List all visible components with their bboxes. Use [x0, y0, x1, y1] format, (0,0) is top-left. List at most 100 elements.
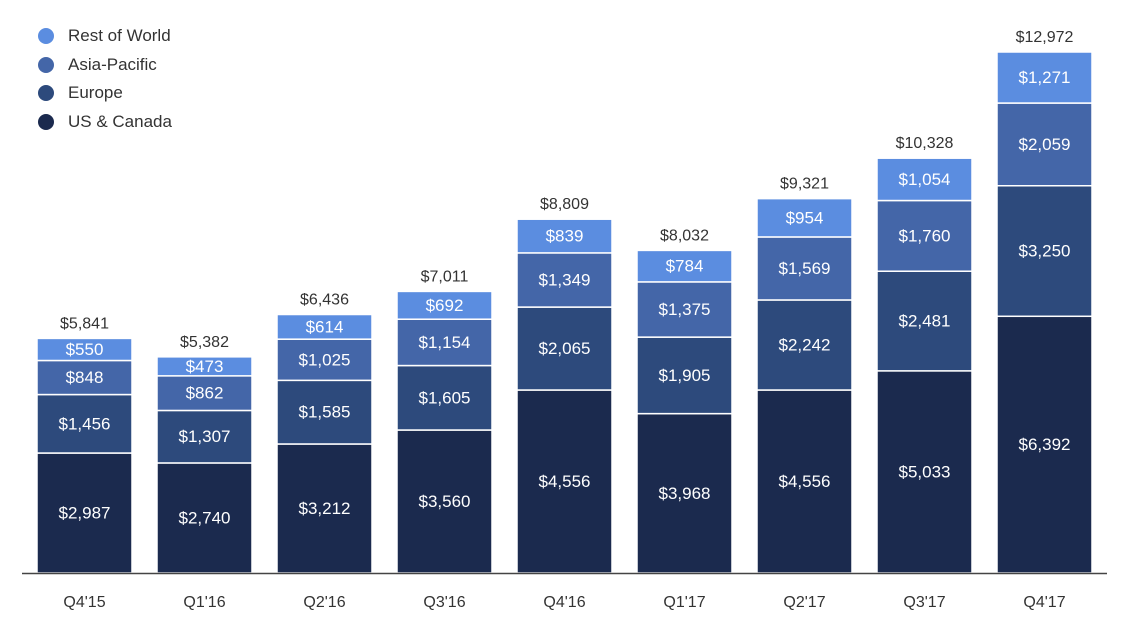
legend-label: Rest of World [68, 26, 171, 46]
data-label-us-canada: $4,556 [539, 472, 591, 491]
bar-segment-rest-of-world [276, 313, 373, 340]
x-tick-label: Q2'16 [303, 594, 345, 611]
bar-segment-asia-pacific [396, 318, 493, 367]
data-label-rest-of-world: $954 [786, 208, 824, 227]
data-label-asia-pacific: $1,760 [899, 226, 951, 245]
legend-label: US & Canada [68, 111, 172, 131]
data-label-asia-pacific: $862 [186, 384, 224, 403]
bar-segment-rest-of-world [396, 290, 493, 320]
bar-segment-asia-pacific [156, 375, 253, 412]
data-label-asia-pacific: $1,349 [539, 270, 591, 289]
total-label: $12,972 [1016, 29, 1074, 46]
data-label-rest-of-world: $784 [666, 257, 704, 276]
legend-swatch-europe [38, 85, 54, 102]
legend-item-rest-of-world: Rest of World [38, 22, 172, 51]
data-label-europe: $3,250 [1019, 242, 1071, 261]
bar-segment-rest-of-world [36, 337, 133, 362]
bar-segment-europe [396, 364, 493, 431]
bar-segment-asia-pacific [996, 102, 1093, 187]
chart-legend: Rest of World Asia-Pacific Europe US & C… [38, 22, 172, 136]
data-label-us-canada: $3,212 [299, 499, 351, 518]
bar-segment-rest-of-world [996, 51, 1093, 104]
data-label-rest-of-world: $614 [306, 317, 344, 336]
data-label-rest-of-world: $473 [186, 357, 224, 376]
x-tick-label: Q3'16 [423, 594, 465, 611]
total-label: $8,032 [660, 227, 709, 244]
legend-swatch-asia-pacific [38, 56, 54, 73]
bar-segment-rest-of-world [636, 249, 733, 283]
bar-segment-us-canada [876, 370, 973, 574]
bar-segment-asia-pacific [516, 252, 613, 308]
data-label-rest-of-world: $1,271 [1019, 68, 1071, 87]
data-label-rest-of-world: $692 [426, 296, 464, 315]
bar-segment-europe [756, 299, 853, 391]
bar-segment-europe [636, 336, 733, 415]
data-label-europe: $1,905 [659, 366, 711, 385]
legend-label: Europe [68, 83, 123, 103]
data-label-asia-pacific: $2,059 [1019, 135, 1071, 154]
bar-segment-rest-of-world [516, 218, 613, 254]
x-tick-label: Q4'15 [63, 594, 105, 611]
legend-item-europe: Europe [38, 79, 172, 108]
total-label: $5,382 [180, 334, 229, 351]
bar-segment-asia-pacific [36, 359, 133, 396]
data-label-us-canada: $5,033 [899, 462, 951, 481]
legend-swatch-us-canada [38, 113, 54, 130]
data-label-us-canada: $2,740 [179, 508, 231, 527]
bar-segment-europe [516, 306, 613, 391]
bar-segment-rest-of-world [876, 157, 973, 202]
total-label: $7,011 [421, 268, 469, 285]
bar-segment-us-canada [396, 429, 493, 574]
data-label-europe: $1,456 [59, 414, 111, 433]
data-label-rest-of-world: $550 [66, 340, 104, 359]
data-label-europe: $1,307 [179, 427, 231, 446]
bar-segment-us-canada [516, 389, 613, 574]
data-label-europe: $1,605 [419, 388, 471, 407]
bar-segment-us-canada [276, 443, 373, 574]
data-label-asia-pacific: $1,375 [659, 300, 711, 319]
bar-segment-us-canada [996, 315, 1093, 574]
bar-segment-rest-of-world [756, 197, 853, 238]
data-label-asia-pacific: $1,025 [299, 350, 351, 369]
data-label-europe: $1,585 [299, 403, 351, 422]
bar-segment-asia-pacific [636, 281, 733, 338]
data-label-asia-pacific: $1,569 [779, 259, 831, 278]
legend-label: Asia-Pacific [68, 54, 157, 74]
total-label: $10,328 [896, 135, 954, 152]
bar-segment-europe [876, 270, 973, 372]
data-label-us-canada: $3,968 [659, 484, 711, 503]
legend-item-asia-pacific: Asia-Pacific [38, 51, 172, 80]
total-label: $9,321 [780, 176, 829, 193]
total-label: $5,841 [60, 315, 109, 332]
bar-segment-us-canada [636, 412, 733, 574]
bar-segment-asia-pacific [276, 338, 373, 382]
total-label: $8,809 [540, 196, 589, 213]
total-label: $6,436 [300, 292, 349, 309]
data-label-rest-of-world: $1,054 [899, 170, 951, 189]
bar-segment-asia-pacific [876, 199, 973, 272]
legend-swatch-rest-of-world [38, 28, 54, 45]
data-label-us-canada: $4,556 [779, 472, 831, 491]
bar-segment-us-canada [756, 389, 853, 574]
data-label-europe: $2,481 [899, 312, 951, 331]
data-label-us-canada: $6,392 [1019, 435, 1071, 454]
bar-segment-asia-pacific [756, 236, 853, 301]
data-label-europe: $2,242 [779, 335, 831, 354]
x-tick-label: Q4'16 [543, 594, 585, 611]
bar-segment-europe [276, 379, 373, 445]
x-tick-label: Q1'17 [663, 594, 705, 611]
data-label-rest-of-world: $839 [546, 227, 584, 246]
data-label-asia-pacific: $848 [66, 368, 104, 387]
x-tick-label: Q2'17 [783, 594, 825, 611]
bar-segment-europe [156, 409, 253, 464]
data-label-us-canada: $3,560 [419, 492, 471, 511]
x-tick-label: Q1'16 [183, 594, 225, 611]
data-label-asia-pacific: $1,154 [419, 333, 471, 352]
bar-segment-rest-of-world [156, 356, 253, 377]
x-tick-label: Q3'17 [903, 594, 945, 611]
x-tick-label: Q4'17 [1023, 594, 1065, 611]
data-label-us-canada: $2,987 [59, 504, 111, 523]
data-label-europe: $2,065 [539, 339, 591, 358]
legend-item-us-canada: US & Canada [38, 108, 172, 137]
